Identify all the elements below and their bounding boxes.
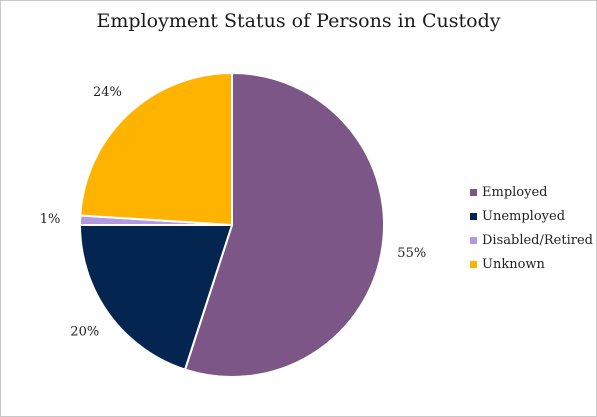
legend-item-employed: Employed	[470, 180, 593, 204]
legend-label-unknown: Unknown	[482, 256, 545, 272]
pie-slice-unemployed	[78, 224, 234, 371]
pie-slice-employed	[183, 71, 385, 378]
legend-label-employed: Employed	[482, 184, 548, 200]
legend-swatch-employed	[470, 188, 477, 196]
chart-title: Employment Status of Persons in Custody	[96, 10, 501, 32]
legend-item-disabled-retired: Disabled/Retired	[470, 228, 593, 252]
data-label-disabled-retired: 1%	[40, 212, 61, 227]
data-label-unknown: 24%	[93, 85, 122, 100]
legend-swatch-unemployed	[470, 212, 477, 220]
pie-slice-unknown	[79, 71, 233, 227]
legend-item-unemployed: Unemployed	[470, 204, 593, 228]
legend-item-unknown: Unknown	[470, 252, 593, 276]
legend-label-disabled-retired: Disabled/Retired	[482, 232, 593, 248]
data-label-unemployed: 20%	[70, 324, 99, 339]
legend-swatch-disabled-retired	[470, 236, 477, 244]
legend: Employed Unemployed Disabled/Retired Unk…	[470, 180, 593, 276]
legend-swatch-unknown	[470, 260, 477, 268]
legend-label-unemployed: Unemployed	[482, 208, 566, 224]
data-label-employed: 55%	[397, 246, 426, 261]
